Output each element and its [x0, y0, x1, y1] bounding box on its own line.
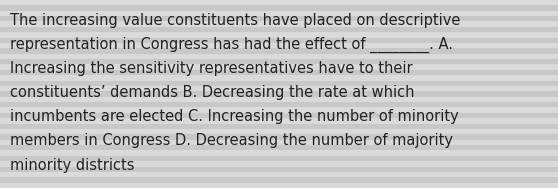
Bar — [0, 43, 558, 48]
Bar — [0, 156, 558, 161]
Bar — [0, 145, 558, 150]
Bar — [0, 0, 558, 5]
Text: Increasing the sensitivity representatives have to their: Increasing the sensitivity representativ… — [10, 61, 413, 76]
Bar — [0, 113, 558, 118]
Bar — [0, 161, 558, 167]
Bar — [0, 134, 558, 140]
Bar — [0, 70, 558, 75]
Text: members in Congress D. Decreasing the number of majority: members in Congress D. Decreasing the nu… — [10, 133, 453, 149]
Bar — [0, 11, 558, 16]
Bar — [0, 38, 558, 43]
Text: The increasing value constituents have placed on descriptive: The increasing value constituents have p… — [10, 13, 460, 28]
Bar — [0, 172, 558, 177]
Bar — [0, 27, 558, 32]
Bar — [0, 81, 558, 86]
Text: incumbents are elected C. Increasing the number of minority: incumbents are elected C. Increasing the… — [10, 109, 459, 124]
Bar — [0, 75, 558, 81]
Bar — [0, 167, 558, 172]
Text: minority districts: minority districts — [10, 158, 134, 173]
Bar — [0, 5, 558, 11]
Bar — [0, 118, 558, 124]
Bar — [0, 183, 558, 188]
Bar — [0, 102, 558, 107]
Bar — [0, 129, 558, 134]
Bar — [0, 54, 558, 59]
Bar — [0, 177, 558, 183]
Bar — [0, 48, 558, 54]
Bar — [0, 86, 558, 91]
Bar — [0, 16, 558, 21]
Bar — [0, 97, 558, 102]
Bar — [0, 21, 558, 27]
Text: representation in Congress has had the effect of ________. A.: representation in Congress has had the e… — [10, 37, 453, 53]
Bar — [0, 64, 558, 70]
Bar — [0, 150, 558, 156]
Bar — [0, 140, 558, 145]
Bar — [0, 59, 558, 64]
Bar — [0, 32, 558, 38]
Bar — [0, 91, 558, 97]
Text: constituents’ demands B. Decreasing the rate at which: constituents’ demands B. Decreasing the … — [10, 85, 415, 100]
Bar — [0, 107, 558, 113]
Bar — [0, 124, 558, 129]
